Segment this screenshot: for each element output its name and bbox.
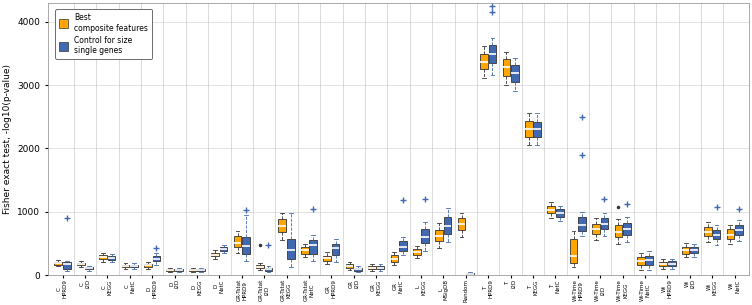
PathPatch shape xyxy=(421,229,429,243)
PathPatch shape xyxy=(489,45,496,63)
PathPatch shape xyxy=(189,269,196,271)
PathPatch shape xyxy=(690,247,698,253)
PathPatch shape xyxy=(637,257,644,265)
Y-axis label: Fisher exact test, -log10(p-value): Fisher exact test, -log10(p-value) xyxy=(3,64,12,214)
PathPatch shape xyxy=(444,217,451,234)
PathPatch shape xyxy=(108,256,115,260)
PathPatch shape xyxy=(645,256,653,265)
PathPatch shape xyxy=(309,239,317,254)
PathPatch shape xyxy=(502,59,510,76)
PathPatch shape xyxy=(346,264,353,268)
PathPatch shape xyxy=(390,256,398,262)
PathPatch shape xyxy=(601,218,608,229)
PathPatch shape xyxy=(323,256,331,261)
PathPatch shape xyxy=(197,269,205,271)
PathPatch shape xyxy=(578,217,586,231)
PathPatch shape xyxy=(592,224,600,234)
PathPatch shape xyxy=(713,230,720,239)
PathPatch shape xyxy=(413,249,420,255)
PathPatch shape xyxy=(54,262,62,265)
PathPatch shape xyxy=(682,247,690,254)
PathPatch shape xyxy=(547,206,555,213)
PathPatch shape xyxy=(435,230,443,241)
PathPatch shape xyxy=(234,236,241,247)
PathPatch shape xyxy=(704,227,712,236)
PathPatch shape xyxy=(668,261,675,266)
PathPatch shape xyxy=(332,243,339,255)
PathPatch shape xyxy=(86,267,93,269)
PathPatch shape xyxy=(99,255,107,259)
PathPatch shape xyxy=(466,273,474,274)
PathPatch shape xyxy=(533,122,541,137)
PathPatch shape xyxy=(144,264,152,267)
PathPatch shape xyxy=(211,253,219,257)
PathPatch shape xyxy=(220,247,227,251)
PathPatch shape xyxy=(63,262,71,269)
PathPatch shape xyxy=(525,121,532,137)
PathPatch shape xyxy=(130,265,138,267)
PathPatch shape xyxy=(399,241,407,251)
PathPatch shape xyxy=(153,256,160,261)
PathPatch shape xyxy=(480,54,488,69)
PathPatch shape xyxy=(735,225,743,235)
PathPatch shape xyxy=(175,269,183,271)
PathPatch shape xyxy=(511,65,519,82)
PathPatch shape xyxy=(660,262,667,266)
PathPatch shape xyxy=(354,268,362,271)
PathPatch shape xyxy=(242,237,250,254)
PathPatch shape xyxy=(122,265,129,267)
PathPatch shape xyxy=(556,209,563,217)
PathPatch shape xyxy=(265,268,272,271)
PathPatch shape xyxy=(301,247,308,253)
PathPatch shape xyxy=(256,265,264,268)
PathPatch shape xyxy=(623,223,631,235)
PathPatch shape xyxy=(377,266,384,269)
Legend: Best
composite features, Control for size
single genes: Best composite features, Control for siz… xyxy=(56,9,152,59)
PathPatch shape xyxy=(166,269,174,271)
PathPatch shape xyxy=(458,218,465,230)
PathPatch shape xyxy=(726,229,734,239)
PathPatch shape xyxy=(287,239,295,259)
PathPatch shape xyxy=(77,263,84,265)
PathPatch shape xyxy=(368,266,376,269)
PathPatch shape xyxy=(614,225,622,237)
PathPatch shape xyxy=(570,239,578,263)
PathPatch shape xyxy=(278,219,287,232)
